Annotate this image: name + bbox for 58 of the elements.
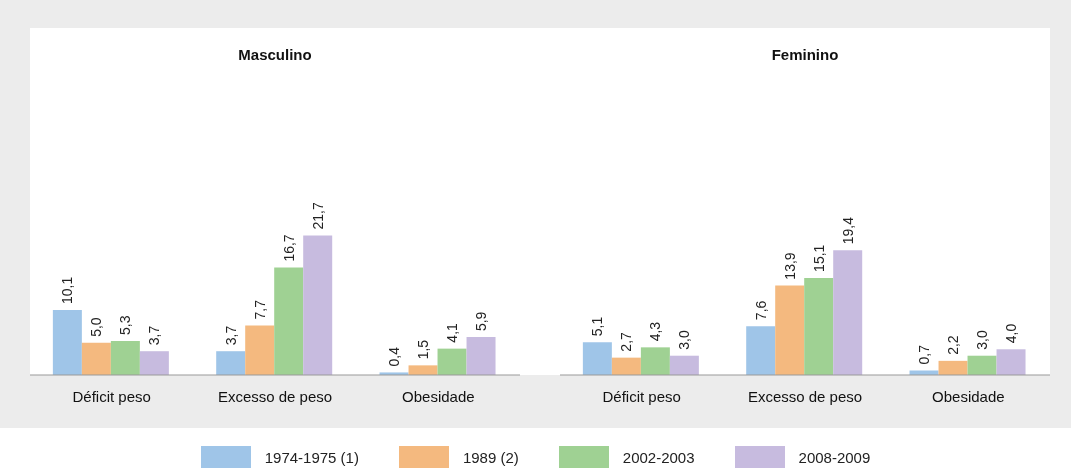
data-label: 5,9 bbox=[473, 311, 490, 332]
data-label: 19,4 bbox=[839, 216, 856, 245]
data-label: 3,7 bbox=[146, 325, 163, 346]
bar bbox=[611, 357, 641, 375]
data-label: 2,2 bbox=[945, 335, 962, 355]
bar bbox=[216, 351, 246, 375]
legend-label: 2002-2003 bbox=[622, 448, 695, 466]
data-label: 5,0 bbox=[88, 317, 105, 337]
bar bbox=[466, 337, 496, 375]
bar bbox=[81, 342, 111, 375]
bar bbox=[775, 285, 805, 375]
data-label: 13,9 bbox=[781, 252, 798, 280]
bar bbox=[582, 342, 612, 375]
data-label: 0,4 bbox=[386, 346, 403, 367]
data-label: 10,1 bbox=[59, 276, 76, 305]
bar bbox=[437, 348, 467, 375]
bar bbox=[52, 310, 82, 375]
legend-label: 1989 (2) bbox=[462, 448, 519, 466]
x-tick-label: Déficit peso bbox=[602, 387, 681, 405]
data-label: 3,0 bbox=[974, 330, 991, 350]
x-tick-label: Déficit peso bbox=[72, 387, 151, 405]
bar bbox=[938, 360, 968, 375]
bar bbox=[996, 349, 1026, 375]
data-label: 5,3 bbox=[117, 315, 134, 335]
chart-title: Masculino bbox=[237, 45, 313, 63]
bar bbox=[303, 235, 333, 375]
data-label: 3,0 bbox=[676, 330, 693, 350]
bar bbox=[110, 340, 140, 375]
bar bbox=[746, 326, 776, 375]
bar bbox=[274, 267, 304, 375]
data-label: 7,6 bbox=[752, 300, 769, 321]
data-label: 7,7 bbox=[251, 299, 268, 320]
data-label: 5,1 bbox=[589, 316, 606, 337]
bar bbox=[833, 250, 863, 375]
bar bbox=[967, 355, 997, 375]
x-tick-label: Obesidade bbox=[932, 387, 1005, 405]
data-label: 1,5 bbox=[415, 339, 432, 360]
x-tick-label: Obesidade bbox=[402, 387, 475, 405]
bar bbox=[804, 277, 834, 375]
data-label: 4,1 bbox=[444, 322, 461, 343]
x-tick-label: Excesso de peso bbox=[217, 387, 333, 405]
bar bbox=[245, 325, 275, 375]
data-label: 0,7 bbox=[916, 344, 933, 365]
bar bbox=[640, 347, 670, 375]
data-label: 15,1 bbox=[810, 244, 827, 272]
data-label: 2,7 bbox=[618, 331, 635, 352]
chart-title: Feminino bbox=[770, 45, 840, 63]
data-label: 3,7 bbox=[222, 325, 239, 346]
data-label: 21,7 bbox=[309, 201, 326, 230]
bar bbox=[139, 351, 169, 375]
data-label: 4,0 bbox=[1003, 323, 1020, 344]
data-label: 16,7 bbox=[280, 234, 297, 262]
legend-label: 1974-1975 (1) bbox=[264, 448, 359, 466]
legend-label: 2008-2009 bbox=[798, 448, 871, 466]
data-label: 4,3 bbox=[647, 321, 664, 342]
x-tick-label: Excesso de peso bbox=[747, 387, 863, 405]
bar bbox=[408, 365, 438, 375]
bar bbox=[669, 355, 699, 375]
